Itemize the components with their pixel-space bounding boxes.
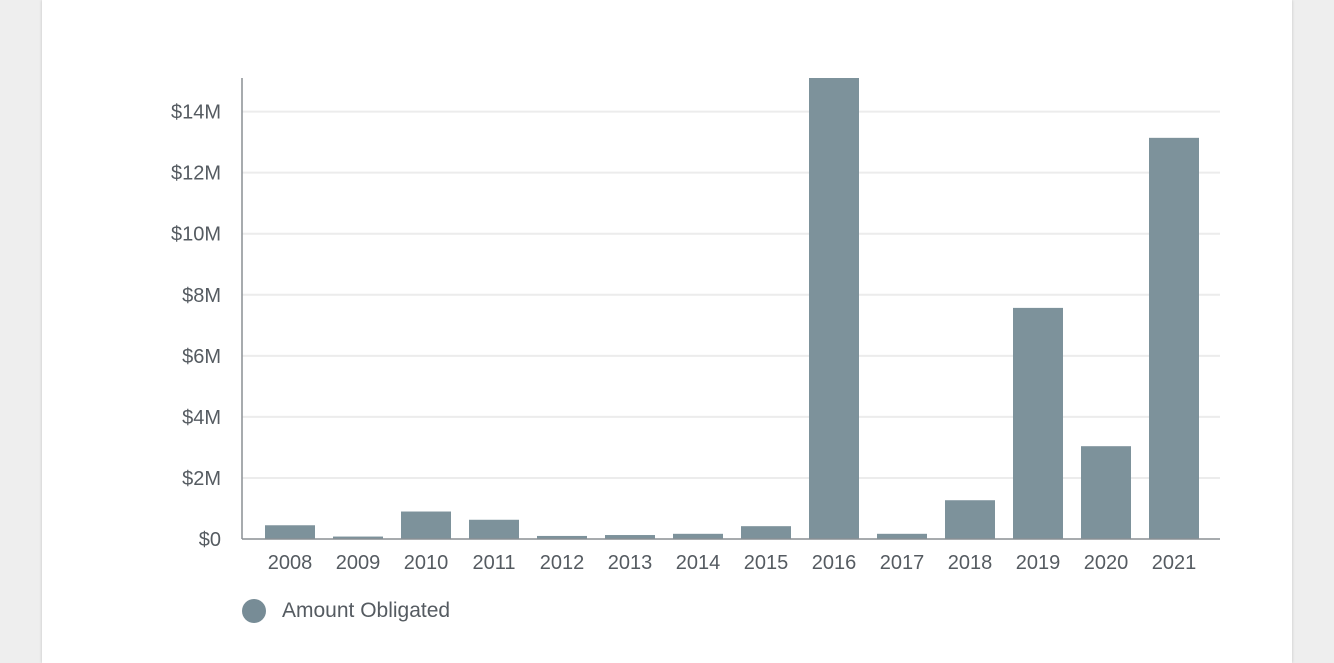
bar-2016[interactable] bbox=[809, 78, 859, 539]
x-tick-label: 2020 bbox=[1084, 552, 1129, 574]
axes bbox=[241, 78, 1220, 540]
y-tick-label: $12M bbox=[171, 163, 221, 185]
x-tick-label: 2018 bbox=[948, 552, 993, 574]
bar-2014[interactable] bbox=[673, 533, 723, 539]
y-tick-label: $4M bbox=[182, 407, 221, 429]
gridlines bbox=[242, 110, 1220, 479]
y-tick-label: $8M bbox=[182, 285, 221, 307]
y-tick-label: $10M bbox=[171, 224, 221, 246]
bar-2015[interactable] bbox=[741, 526, 791, 539]
x-tick-label: 2014 bbox=[676, 552, 721, 574]
x-tick-label: 2011 bbox=[472, 552, 515, 574]
x-tick-label: 2016 bbox=[812, 552, 857, 574]
bars bbox=[265, 78, 1199, 539]
y-tick-labels: $0 $2M $4M $6M $8M $10M $12M $14M bbox=[171, 102, 221, 551]
x-tick-label: 2017 bbox=[880, 552, 925, 574]
x-tick-label: 2009 bbox=[336, 552, 381, 574]
bar-2017[interactable] bbox=[877, 533, 927, 539]
bar-2019[interactable] bbox=[1013, 307, 1063, 539]
legend-label: Amount Obligated bbox=[282, 599, 451, 622]
y-tick-label: $0 bbox=[199, 529, 221, 551]
y-tick-label: $2M bbox=[182, 468, 221, 490]
x-tick-labels: 2008 2009 2010 2011 2012 2013 2014 2015 2016 2017… bbox=[268, 552, 1197, 574]
bar-2011[interactable] bbox=[469, 519, 519, 539]
y-tick-label: $6M bbox=[182, 346, 221, 368]
y-tick-label: $14M bbox=[171, 102, 221, 124]
x-tick-label: 2015 bbox=[744, 552, 789, 574]
x-tick-label: 2010 bbox=[404, 552, 449, 574]
bar-2010[interactable] bbox=[401, 511, 451, 539]
bar-2013[interactable] bbox=[605, 535, 655, 539]
bar-2012[interactable] bbox=[537, 535, 587, 539]
bar-2020[interactable] bbox=[1081, 446, 1131, 539]
x-tick-label: 2019 bbox=[1016, 552, 1061, 574]
chart-card bbox=[42, 0, 1292, 663]
bar-2018[interactable] bbox=[945, 500, 995, 539]
bar-2021[interactable] bbox=[1149, 137, 1199, 539]
x-tick-label: 2013 bbox=[608, 552, 653, 574]
x-tick-label: 2012 bbox=[540, 552, 585, 574]
bar-2009[interactable] bbox=[333, 536, 383, 539]
legend: Amount Obligated bbox=[242, 597, 450, 625]
x-tick-label: 2021 bbox=[1152, 552, 1197, 574]
bar-2008[interactable] bbox=[265, 525, 315, 539]
legend-swatch bbox=[242, 599, 266, 623]
x-tick-label: 2008 bbox=[268, 552, 313, 574]
